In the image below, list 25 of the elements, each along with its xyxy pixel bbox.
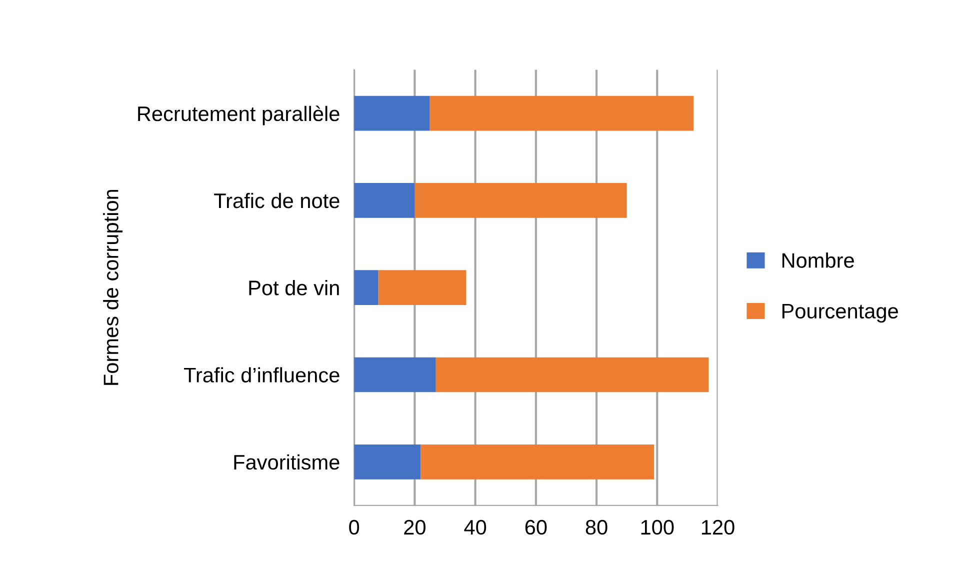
x-tick-label: 40 bbox=[464, 520, 486, 535]
x-tick-label: 0 bbox=[349, 520, 360, 535]
bar bbox=[354, 357, 436, 392]
bar bbox=[420, 444, 654, 480]
bar bbox=[414, 183, 627, 218]
y-tick-label: Trafic de note bbox=[214, 192, 340, 208]
bar bbox=[354, 183, 415, 218]
bar bbox=[354, 96, 430, 131]
legend-label: Pourcentage bbox=[782, 304, 898, 323]
y-tick-label: Favoritisme bbox=[234, 454, 340, 470]
bar bbox=[354, 270, 378, 306]
legend-label: Nombre bbox=[782, 252, 854, 268]
y-tick-label: Recrutement parallèle bbox=[138, 106, 340, 126]
y-tick-label: Pot de vin bbox=[249, 280, 339, 296]
y-tick-label: Trafic d’influence bbox=[184, 367, 340, 382]
bar bbox=[378, 270, 466, 306]
x-tick-label: 60 bbox=[525, 520, 547, 535]
x-tick-label: 100 bbox=[641, 520, 674, 535]
x-tick-label: 20 bbox=[404, 520, 426, 535]
x-tick-label: 120 bbox=[702, 520, 734, 535]
x-tick-label: 80 bbox=[586, 520, 608, 535]
bar bbox=[430, 96, 694, 131]
bar bbox=[436, 357, 709, 392]
y-axis-title: Formes de corruption bbox=[103, 190, 123, 385]
bar bbox=[354, 444, 421, 480]
